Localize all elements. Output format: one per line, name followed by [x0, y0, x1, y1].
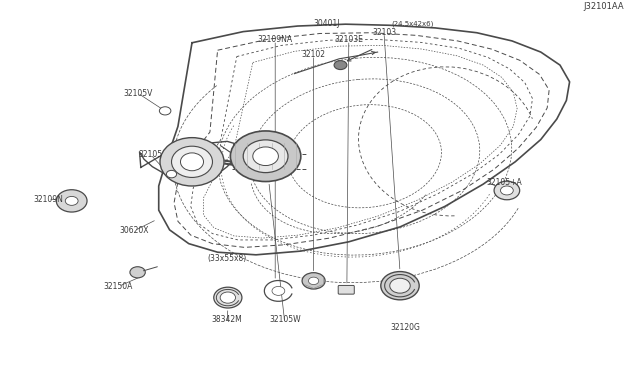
Text: 32109NA: 32109NA	[258, 35, 292, 44]
Ellipse shape	[172, 146, 212, 177]
Ellipse shape	[390, 278, 410, 293]
Ellipse shape	[159, 107, 171, 115]
Ellipse shape	[214, 287, 242, 308]
Text: 30620X: 30620X	[120, 226, 149, 235]
Text: 32103E: 32103E	[334, 35, 364, 44]
Ellipse shape	[166, 170, 177, 178]
Text: 32105V: 32105V	[123, 89, 152, 97]
Ellipse shape	[65, 196, 78, 205]
Text: 32105W: 32105W	[269, 315, 301, 324]
Ellipse shape	[308, 277, 319, 285]
Ellipse shape	[160, 138, 224, 186]
Ellipse shape	[272, 286, 285, 295]
Ellipse shape	[494, 181, 520, 200]
Text: 32109N: 32109N	[33, 195, 63, 203]
Ellipse shape	[334, 61, 347, 70]
Ellipse shape	[180, 153, 204, 171]
Text: 32105: 32105	[138, 150, 163, 159]
Ellipse shape	[56, 190, 87, 212]
Ellipse shape	[220, 292, 236, 303]
Text: 30401J: 30401J	[313, 19, 340, 28]
Ellipse shape	[130, 267, 145, 278]
Ellipse shape	[253, 147, 278, 166]
Ellipse shape	[500, 186, 513, 195]
Ellipse shape	[302, 273, 325, 289]
Ellipse shape	[230, 131, 301, 182]
Text: 32150A: 32150A	[104, 282, 133, 291]
Ellipse shape	[381, 272, 419, 300]
Ellipse shape	[243, 140, 288, 173]
Text: (24.5x42x6): (24.5x42x6)	[392, 20, 434, 27]
Text: 32120G: 32120G	[390, 323, 420, 332]
FancyBboxPatch shape	[338, 285, 355, 294]
Text: (33x55x8): (33x55x8)	[207, 254, 247, 263]
Text: 32102: 32102	[301, 50, 326, 59]
Text: J32101AA: J32101AA	[584, 2, 624, 11]
Text: 32103: 32103	[372, 28, 396, 37]
Text: 38342M: 38342M	[212, 315, 243, 324]
Text: 32105+A: 32105+A	[486, 178, 522, 187]
